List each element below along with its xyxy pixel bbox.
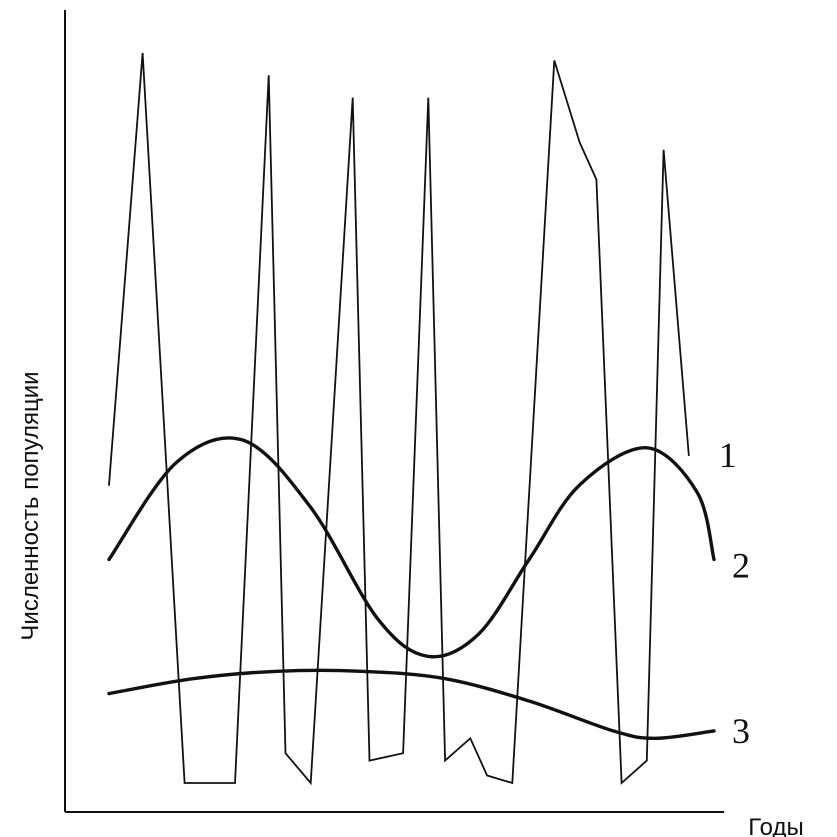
series-1-label: 1 — [719, 435, 737, 475]
series-3-line — [107, 668, 716, 741]
series-1-line — [108, 52, 690, 786]
series-2-line — [107, 436, 716, 659]
series-3-label: 3 — [732, 711, 750, 751]
series-layer: 1 2 3 — [107, 52, 750, 786]
series-2-label: 2 — [732, 546, 750, 586]
x-axis-label: Годы — [748, 814, 803, 837]
y-axis-label: Численность популяции — [17, 371, 44, 640]
